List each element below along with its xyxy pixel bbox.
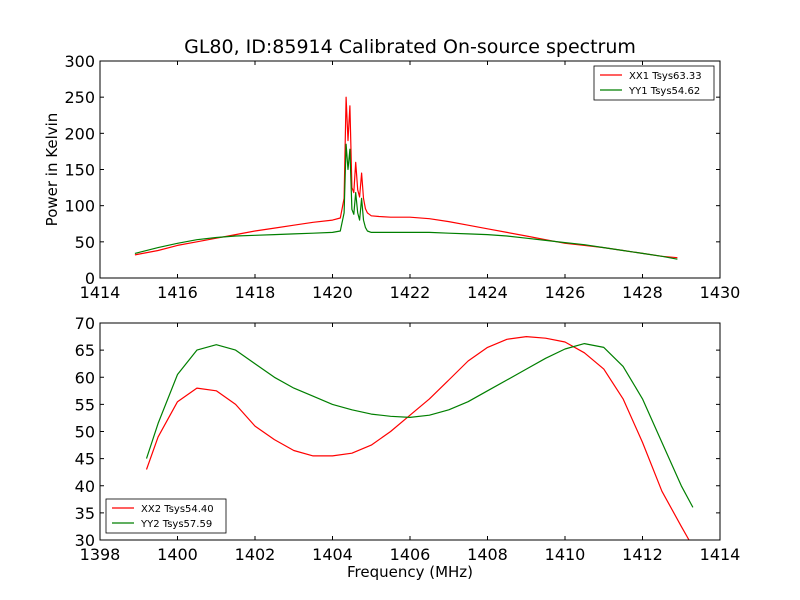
x-tick-label: 1426 [545,283,586,302]
series-line-1-1 [145,343,694,508]
y-tick-label: 35 [75,504,95,523]
x-tick-label: 1414 [80,283,121,302]
legend-label: YY1 Tsys54.62 [628,86,700,97]
legend-box [105,498,227,534]
x-axis-label: Frequency (MHz) [347,563,473,581]
x-tick-label: 1402 [235,545,276,564]
y-tick-label: 150 [64,161,95,180]
y-tick-label: 100 [64,197,95,216]
series-line-0-0 [134,96,678,259]
x-tick-label: 1422 [390,283,431,302]
x-tick-label: 1410 [545,545,586,564]
figure-title: GL80, ID:85914 Calibrated On-source spec… [184,36,636,58]
x-tick-label: 1430 [700,283,741,302]
bottom-panel: 1398 1400 1402 1404 1406 1408 1410 1412 1414 30 35… [75,314,741,581]
y-tick-label: 30 [75,531,95,550]
x-tick-label: 1414 [700,545,741,564]
x-tick-label: 1400 [157,545,198,564]
y-axis-label: Power in Kelvin [43,113,61,227]
y-tick-label: 65 [75,341,95,360]
x-tick-label: 1420 [312,283,353,302]
x-tick-label: 1404 [312,545,353,564]
y-tick-label: 60 [75,368,95,387]
legend-box [593,65,715,101]
y-tick-label: 50 [75,423,95,442]
y-tick-label: 300 [64,52,95,71]
x-tick-label: 1406 [390,545,431,564]
x-tick-label: 1418 [235,283,276,302]
y-tick-label: 55 [75,395,95,414]
x-tick-label: 1416 [157,283,198,302]
series-line-0-1 [134,143,678,260]
y-tick-label: 50 [75,233,95,252]
legend-label: XX1 Tsys63.33 [629,71,702,82]
x-tick-label: 1398 [80,545,121,564]
y-tick-label: 45 [75,450,95,469]
legend-label: XX2 Tsys54.40 [141,504,214,515]
y-tick-label: 40 [75,477,95,496]
series-line-1-0 [145,336,690,541]
y-tick-label: 70 [75,314,95,333]
legend-label: YY2 Tsys57.59 [140,519,212,530]
x-tick-label: 1424 [467,283,508,302]
x-tick-label: 1408 [467,545,508,564]
top-panel: 1414 1416 1418 1420 1422 1424 1426 1428 1430 0 50 1… [43,52,740,302]
y-tick-label: 0 [85,269,95,288]
x-tick-label: 1412 [622,545,663,564]
y-tick-label: 200 [64,124,95,143]
x-tick-label: 1428 [622,283,663,302]
y-tick-label: 250 [64,88,95,107]
